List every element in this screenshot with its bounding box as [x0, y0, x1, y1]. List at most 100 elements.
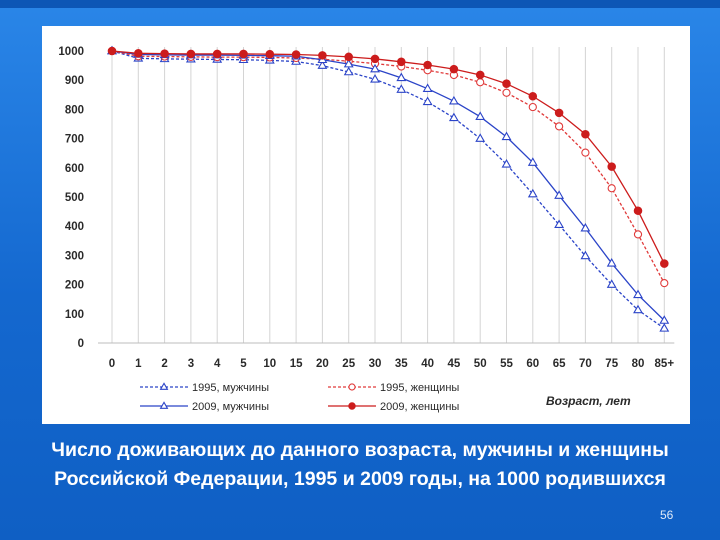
data-point [134, 49, 143, 58]
data-point [265, 49, 275, 59]
x-tick-label: 50 [474, 358, 487, 370]
x-tick-label: 0 [109, 358, 115, 370]
series-line [111, 50, 665, 329]
data-point [348, 402, 356, 410]
data-point [344, 52, 353, 62]
data-point [370, 63, 380, 73]
slide-number: 56 [660, 508, 674, 522]
x-tick-label: 5 [240, 358, 247, 370]
data-point [448, 112, 459, 122]
data-point [107, 46, 117, 56]
x-tick-label: 40 [421, 358, 434, 370]
top-stripe [0, 0, 720, 8]
data-point [659, 323, 670, 332]
data-point [581, 129, 590, 139]
x-tick-label: 30 [369, 358, 382, 370]
x-tick-label: 4 [214, 358, 221, 370]
data-point [502, 88, 511, 97]
data-point [554, 122, 564, 131]
data-point [528, 91, 538, 101]
y-tick-label: 500 [65, 192, 84, 204]
data-point [501, 158, 512, 168]
data-point [527, 188, 538, 198]
data-point [606, 279, 617, 288]
x-tick-label: 85+ [655, 358, 675, 370]
y-tick-label: 600 [65, 163, 84, 175]
data-point [159, 401, 169, 409]
y-tick-label: 1000 [58, 46, 84, 58]
y-tick-label: 400 [65, 221, 84, 233]
data-point [554, 108, 564, 118]
data-point [554, 190, 565, 199]
x-tick-label: 35 [395, 358, 408, 370]
y-tick-label: 800 [65, 104, 84, 116]
data-point [633, 230, 643, 239]
data-point [581, 148, 590, 157]
data-point [633, 304, 643, 314]
y-tick-label: 0 [78, 338, 84, 350]
data-point [159, 382, 169, 390]
x-tick-label: 25 [342, 358, 355, 370]
data-point [554, 219, 565, 229]
x-tick-label: 70 [579, 358, 592, 370]
x-tick-label: 80 [632, 358, 645, 370]
data-point [476, 78, 485, 87]
data-point [343, 66, 354, 76]
x-tick-label: 2 [161, 358, 167, 370]
data-point [502, 79, 511, 88]
data-point [317, 60, 328, 69]
x-tick-label: 10 [263, 358, 276, 370]
x-tick-label: 1 [135, 358, 142, 370]
data-point [422, 83, 433, 92]
data-point [606, 257, 617, 267]
data-point [527, 157, 538, 166]
data-point [291, 50, 301, 59]
y-tick-label: 900 [65, 75, 84, 87]
x-tick-label: 3 [188, 358, 194, 370]
data-point [160, 49, 169, 58]
series-line [111, 50, 665, 321]
y-tick-label: 200 [65, 280, 84, 292]
data-point [186, 49, 196, 59]
x-tick-label: 75 [605, 358, 618, 370]
x-axis-label: Возраст, лет [546, 394, 631, 408]
legend-label: 1995, мужчины [192, 382, 269, 394]
data-point [528, 102, 537, 112]
data-point [580, 222, 591, 232]
data-point [633, 206, 643, 216]
data-point [212, 49, 222, 59]
legend-label: 2009, женщины [380, 401, 459, 413]
series-line [111, 50, 665, 264]
x-tick-label: 20 [316, 358, 329, 370]
data-point [633, 289, 643, 299]
data-point [607, 162, 616, 171]
x-tick-label: 45 [448, 358, 461, 370]
data-point [475, 111, 486, 120]
data-point [239, 49, 248, 59]
data-point [659, 315, 670, 324]
data-point [660, 259, 669, 268]
data-point [448, 95, 459, 105]
data-point [396, 84, 407, 93]
data-point [475, 70, 485, 80]
data-point [370, 54, 380, 64]
data-point [607, 184, 616, 193]
data-point [449, 64, 459, 74]
data-point [580, 250, 591, 260]
y-tick-label: 700 [65, 134, 84, 146]
x-tick-label: 65 [553, 358, 566, 370]
data-point [422, 96, 433, 106]
data-point [397, 57, 406, 67]
data-point [348, 383, 356, 391]
data-point [343, 58, 354, 68]
y-tick-label: 300 [65, 250, 84, 262]
x-tick-label: 60 [526, 358, 539, 370]
y-tick-label: 100 [65, 309, 84, 321]
x-tick-label: 55 [500, 358, 513, 370]
data-point [370, 74, 380, 83]
series-line [111, 50, 665, 284]
data-point [660, 279, 669, 288]
data-point [501, 131, 512, 141]
slide-caption: Число доживающих до данного возраста, му… [51, 439, 669, 490]
